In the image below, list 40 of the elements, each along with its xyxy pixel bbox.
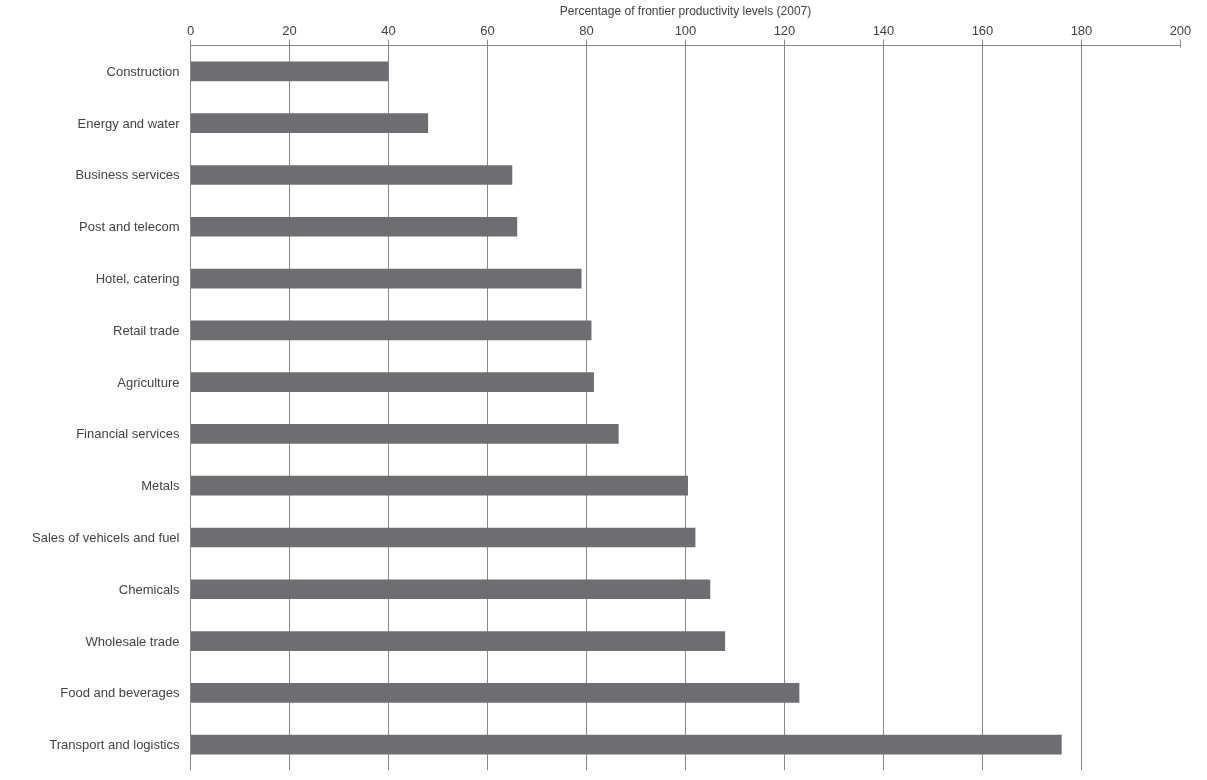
y-tick-label: Food and beverages	[60, 685, 180, 701]
x-tick-label: 80	[579, 22, 594, 38]
bar	[190, 216, 518, 237]
y-tick-label: Agriculture	[117, 374, 180, 390]
bar	[190, 113, 429, 134]
x-tick-label: 120	[773, 22, 796, 38]
bar	[190, 734, 1062, 755]
y-tick-label: Post and telecom	[79, 219, 180, 235]
bar	[190, 475, 688, 496]
bar	[190, 268, 582, 289]
y-tick-label: Wholesale trade	[85, 633, 180, 649]
bar	[190, 320, 592, 341]
y-tick-label: Hotel, catering	[95, 271, 180, 287]
y-tick-label: Business services	[75, 167, 180, 183]
y-tick-label: Construction	[106, 63, 180, 79]
y-tick-label: Energy and water	[77, 115, 181, 131]
x-tick-label: 160	[971, 22, 994, 38]
y-tick-label: Retail trade	[113, 322, 180, 338]
x-tick-label: 60	[480, 22, 495, 38]
x-axis-title: Percentage of frontier productivity levels (2007)	[559, 3, 812, 18]
bar	[190, 631, 726, 651]
y-tick-label: Chemicals	[118, 581, 180, 597]
x-tick-label: 0	[186, 22, 195, 38]
y-tick-label: Financial services	[76, 426, 180, 442]
x-tick-label: 200	[1169, 22, 1192, 38]
x-tick-label: 180	[1070, 22, 1093, 38]
x-tick-label: 140	[872, 22, 895, 38]
bar	[190, 372, 594, 392]
y-tick-label: Metals	[141, 478, 180, 494]
bar	[190, 527, 696, 548]
y-tick-label: Sales of vehicels and fuel	[32, 529, 180, 545]
x-tick-label: 40	[381, 22, 396, 38]
y-tick-label: Transport and logistics	[49, 737, 180, 753]
bar	[190, 165, 513, 185]
x-tick-label: 20	[282, 22, 297, 38]
x-tick-label: 100	[674, 22, 697, 38]
bar	[190, 424, 619, 444]
bar	[190, 682, 800, 703]
bar	[190, 61, 389, 82]
bar	[190, 579, 711, 600]
